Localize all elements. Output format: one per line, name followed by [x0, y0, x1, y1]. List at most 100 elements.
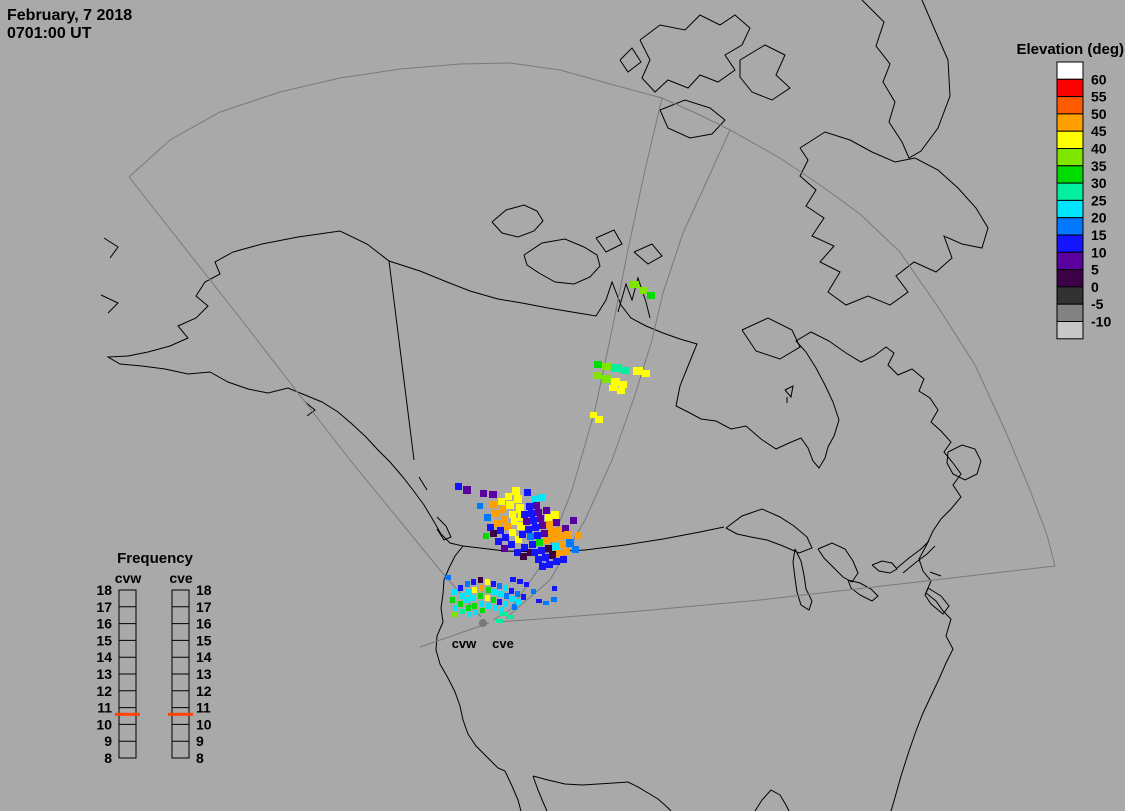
- echo-point: [531, 496, 538, 503]
- echo-point: [458, 601, 463, 607]
- echo-point: [486, 587, 491, 593]
- echo-point: [551, 597, 557, 602]
- colorbar-tick-label: 15: [1091, 227, 1107, 243]
- colorbar-cell: [1056, 96, 1084, 115]
- echo-point: [506, 501, 514, 509]
- frequency-panel: Frequency cvw cve 1817161514131211109818…: [96, 550, 211, 766]
- echo-point: [491, 597, 496, 603]
- frequency-tick-label: 8: [104, 750, 112, 766]
- echo-point: [552, 586, 557, 591]
- echo-point: [511, 518, 518, 525]
- echo-point: [647, 292, 655, 299]
- frequency-tick-label: 9: [104, 733, 112, 749]
- fov-beam-boundary-1: [492, 97, 663, 621]
- colorbar-cell: [1056, 61, 1084, 80]
- echo-point: [539, 563, 546, 570]
- us-canada-border: [462, 526, 725, 553]
- frequency-marker-cve: [168, 712, 193, 716]
- echo-point: [497, 527, 504, 534]
- echo-point: [528, 510, 535, 517]
- echo-point: [515, 591, 520, 597]
- echo-point: [455, 483, 462, 490]
- frequency-tick-label: 12: [196, 683, 212, 699]
- fov-west-edge: [128, 176, 482, 618]
- echo-point: [633, 367, 643, 375]
- fov-outer-range-arc: [128, 62, 1056, 567]
- echo-point: [478, 577, 483, 583]
- echo-point: [499, 607, 504, 613]
- echo-point: [509, 511, 516, 518]
- echo-point: [530, 517, 537, 524]
- echo-point: [521, 544, 528, 551]
- echo-point: [466, 605, 471, 611]
- echo-point: [593, 372, 602, 379]
- echo-point: [595, 416, 603, 423]
- frequency-tick-label: 10: [96, 716, 112, 732]
- echo-point: [486, 603, 491, 609]
- echo-point: [509, 529, 516, 536]
- coastline-path-gulf-california: [532, 775, 672, 811]
- echo-point: [493, 605, 498, 611]
- echo-point: [464, 597, 469, 603]
- echo-point: [472, 587, 477, 593]
- frequency-tick-label: 11: [97, 700, 112, 716]
- echo-point: [491, 581, 496, 587]
- colorbar-tick-label: 5: [1091, 262, 1099, 278]
- echo-points-layer: [446, 281, 655, 623]
- echo-point: [480, 608, 485, 613]
- echo-point: [458, 585, 463, 591]
- colorbar-cell: [1056, 113, 1084, 132]
- echo-point: [512, 604, 517, 610]
- echo-point: [621, 367, 629, 374]
- colorbar-cell: [1056, 321, 1084, 340]
- colorbar-tick-label: 45: [1091, 123, 1107, 139]
- colorbar-cell: [1056, 130, 1084, 149]
- echo-point: [546, 561, 553, 568]
- echo-point: [531, 549, 538, 556]
- echo-point: [521, 594, 526, 600]
- echo-point: [553, 519, 560, 526]
- echo-point: [542, 554, 549, 561]
- colorbar-cell: [1056, 303, 1084, 323]
- echo-point: [452, 612, 457, 617]
- colorbar-tick-label: 60: [1091, 71, 1107, 87]
- echo-point: [497, 599, 502, 605]
- radar-site-label-west: cvw: [452, 636, 477, 651]
- echo-point: [520, 553, 527, 560]
- colorbar-tick-label: 30: [1091, 175, 1107, 191]
- coastline-map: [100, 0, 989, 811]
- time-label: 0701:00 UT: [7, 25, 92, 42]
- echo-point: [472, 603, 477, 609]
- echo-point: [617, 388, 625, 394]
- elevation-colorbar: Elevation (deg) 605550454035302520151050…: [1016, 41, 1124, 340]
- echo-point: [490, 530, 497, 537]
- echo-point: [453, 605, 458, 611]
- colorbar-cell: [1056, 251, 1084, 271]
- frequency-tick-label: 18: [196, 582, 212, 598]
- frequency-tick-label: 12: [96, 683, 112, 699]
- echo-point: [549, 552, 556, 559]
- echo-point: [611, 364, 622, 372]
- frequency-tick-label: 13: [196, 666, 212, 682]
- echo-point: [546, 521, 553, 528]
- echo-point: [564, 531, 572, 539]
- echo-point: [552, 543, 559, 550]
- colorbar-tick-label: 20: [1091, 210, 1107, 226]
- echo-point: [514, 495, 522, 503]
- echo-point: [507, 615, 514, 619]
- colorbar-cell: [1056, 269, 1084, 288]
- echo-point: [642, 370, 650, 377]
- echo-point: [551, 511, 559, 519]
- echo-point: [566, 539, 574, 547]
- echo-point: [539, 522, 546, 529]
- coastline-path-pacific: [106, 251, 522, 811]
- echo-point: [533, 502, 540, 509]
- echo-point: [531, 589, 536, 594]
- frequency-tick-label: 11: [196, 700, 211, 716]
- echo-point: [532, 524, 539, 531]
- echo-point: [477, 503, 483, 509]
- echo-point: [494, 520, 501, 527]
- radar-site-dot: [479, 619, 487, 627]
